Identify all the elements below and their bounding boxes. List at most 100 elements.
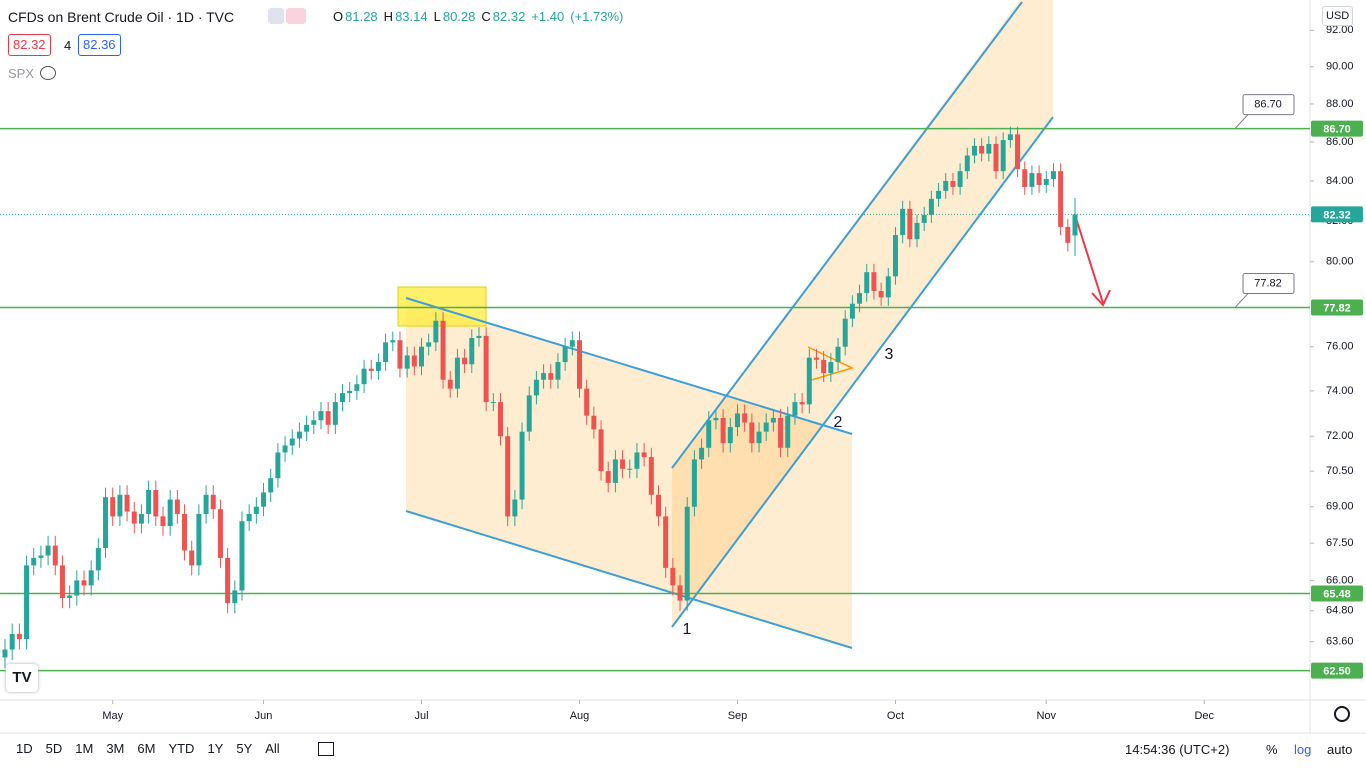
candle-body (512, 499, 518, 517)
candle-body (404, 355, 410, 369)
x-tick-label: Aug (570, 710, 590, 722)
level-price-box (1311, 120, 1363, 137)
settings-icon[interactable] (1334, 706, 1350, 722)
candle-body (699, 447, 705, 460)
candle-body (469, 338, 475, 365)
icon[interactable] (286, 8, 306, 24)
candle-body (397, 340, 403, 369)
candle-body (792, 402, 798, 416)
candle-body (1043, 179, 1049, 185)
candle-body (993, 143, 999, 172)
candle-body (569, 340, 575, 347)
candle-body (182, 513, 188, 551)
ohlc-key: C (481, 9, 491, 24)
candle-body (591, 415, 597, 430)
level-price-box (1311, 299, 1363, 316)
trend-line (405, 297, 853, 435)
auto-toggle[interactable]: auto (1327, 742, 1353, 757)
level-price-label: 86.70 (1323, 123, 1351, 135)
ohlc-key: O (333, 9, 344, 24)
range-button[interactable]: All (265, 741, 280, 756)
candle-body (325, 411, 331, 425)
candle-body (81, 580, 87, 586)
range-button[interactable]: 1M (75, 741, 94, 756)
range-button[interactable]: 5D (45, 741, 63, 756)
range-button[interactable]: 3M (106, 741, 125, 756)
wave-label: 1 (683, 621, 692, 638)
candle-body (261, 492, 267, 507)
callout-box (1242, 273, 1295, 295)
highlight-box (397, 286, 487, 327)
candle-body (971, 145, 977, 156)
ohlc-value: 80.28 (442, 9, 476, 24)
ohlc-key: H (383, 9, 394, 24)
candle-body (282, 445, 288, 453)
callout-label: 77.82 (1254, 277, 1282, 289)
y-tick-label: 69.00 (1326, 501, 1354, 513)
candle-body (268, 478, 274, 493)
x-tick-label: Nov (1036, 710, 1056, 722)
calendar-icon[interactable] (318, 742, 334, 756)
candle-body (9, 633, 15, 650)
candle-body (2, 649, 8, 658)
range-button[interactable]: YTD (168, 741, 195, 756)
candle-body (655, 494, 661, 517)
icon[interactable] (268, 8, 284, 24)
forecast-arrow (1074, 214, 1104, 304)
candle-body (67, 595, 73, 599)
range-button[interactable]: 1Y (207, 741, 224, 756)
candle-body (648, 457, 654, 495)
candle-body (562, 346, 568, 363)
callout-tail (1234, 293, 1249, 308)
candle-body (914, 222, 920, 240)
candle-body (95, 548, 101, 571)
y-tick-label: 86.00 (1326, 136, 1354, 148)
candle-body (964, 155, 970, 172)
range-button[interactable]: 1D (16, 741, 33, 756)
candle-body (763, 422, 769, 432)
candle-body (576, 340, 582, 389)
candle-body (1065, 226, 1071, 243)
candle-body (146, 490, 152, 514)
level-price-label: 77.82 (1323, 302, 1351, 314)
candle-body (390, 340, 396, 343)
ask-price[interactable]: 82.36 (78, 34, 121, 56)
candle-body (1000, 140, 1006, 172)
candle-body (483, 335, 489, 403)
clock: 14:54:36 (UTC+2) (1125, 742, 1230, 757)
eye-icon[interactable] (40, 66, 56, 80)
y-tick-label: 80.00 (1326, 256, 1354, 268)
candle-body (706, 420, 712, 448)
candle-body (275, 452, 281, 479)
percent-toggle[interactable]: % (1266, 742, 1278, 757)
currency-select[interactable]: USD (1322, 6, 1354, 26)
indicator-label: SPX (8, 66, 35, 81)
level-price-label: 65.48 (1323, 588, 1351, 600)
pattern-triangle (807, 346, 855, 382)
candle-body (598, 429, 604, 472)
candle-body (433, 320, 439, 343)
candle-body (1036, 173, 1042, 185)
candle-body (246, 513, 252, 522)
candle-body (548, 373, 554, 380)
candle-body (174, 499, 180, 514)
bid-price[interactable]: 82.32 (8, 34, 51, 56)
candle-body (663, 516, 669, 568)
candle-body (519, 431, 525, 500)
candle-body (289, 438, 295, 446)
x-tick-label: Oct (887, 710, 904, 722)
candle-body (153, 490, 159, 517)
log-toggle[interactable]: log (1294, 742, 1312, 757)
candle-body (103, 497, 109, 549)
arrow-head (1091, 289, 1111, 307)
candle-body (670, 567, 676, 586)
range-button[interactable]: 5Y (236, 741, 253, 756)
candle-body (16, 633, 22, 640)
range-button[interactable]: 6M (137, 741, 156, 756)
candle-body (1058, 171, 1064, 227)
candle-body (871, 272, 877, 292)
candle-body (368, 368, 374, 371)
x-tick-label: May (102, 710, 123, 722)
candle-body (842, 318, 848, 347)
logo[interactable]: TV (6, 664, 38, 692)
